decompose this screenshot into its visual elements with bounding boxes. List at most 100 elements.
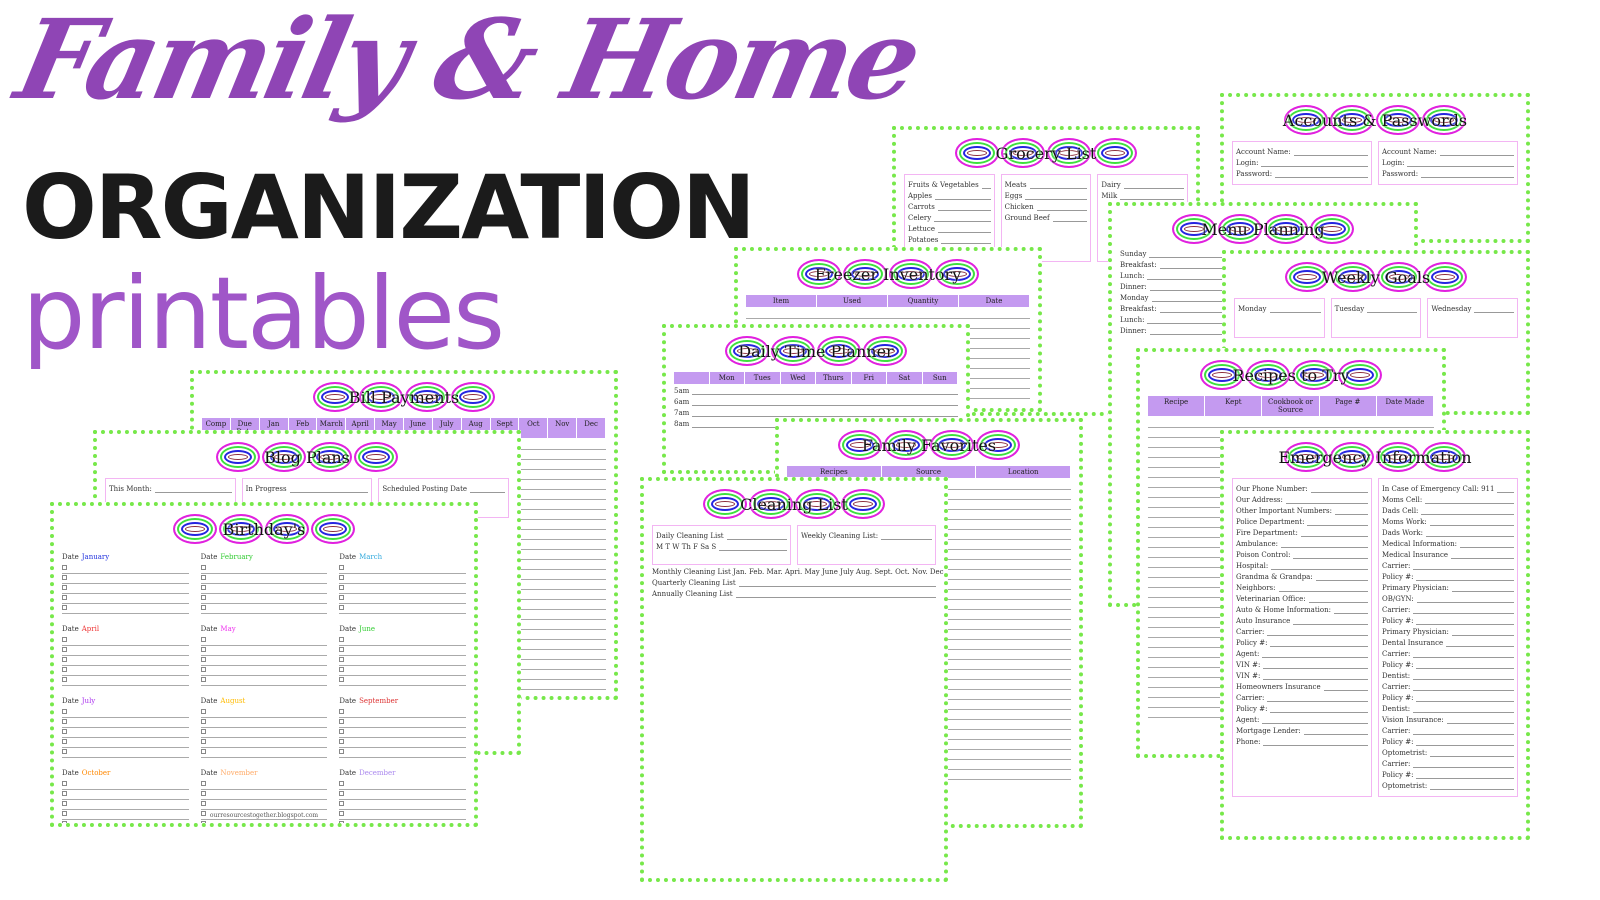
emergency-title: Emergency Information: [1278, 447, 1472, 467]
field-line: [1413, 650, 1514, 658]
field: Optometrist:: [1382, 749, 1514, 757]
checkbox-icon: [339, 575, 345, 580]
printable-title: Menu Planning: [1120, 212, 1406, 246]
checkbox-icon: [200, 637, 206, 642]
field: Policy #:: [1382, 694, 1514, 702]
birthdays-printable: Birthday's Date January Date February Date Mar…: [50, 502, 478, 827]
field: Fruits & Vegetables: [908, 181, 991, 189]
checkbox-icon: [200, 575, 206, 580]
field: Password:: [1236, 170, 1368, 178]
field-line: [1497, 485, 1514, 493]
field-label: Dads Cell:: [1382, 507, 1419, 515]
birthday-line: [62, 718, 189, 728]
column-header: Quantity: [888, 295, 959, 307]
field-label: Potatoes: [908, 236, 939, 244]
ring-icon: [313, 382, 357, 412]
column-header: Sept: [491, 418, 520, 438]
field-line: [1293, 617, 1368, 625]
column-header: Item: [746, 295, 817, 307]
field-label: This Month:: [109, 485, 152, 493]
field: M T W Th F Sa S: [656, 543, 787, 551]
field-line: [1315, 573, 1368, 581]
field-label: Policy #:: [1382, 771, 1414, 779]
field-line: [1429, 518, 1514, 526]
month-name: September: [359, 697, 399, 705]
field-line: [1269, 305, 1321, 313]
field-line: [1416, 595, 1514, 603]
field: Our Address:: [1236, 496, 1368, 504]
ring-icon: [843, 259, 887, 289]
field: This Month:: [109, 485, 232, 493]
field-line: [1413, 683, 1514, 691]
field-label: Our Phone Number:: [1236, 485, 1308, 493]
field-line: [1275, 170, 1368, 178]
ring-icon: [262, 442, 306, 472]
birthday-line: [339, 676, 466, 686]
field-label: OB/GYN:: [1382, 595, 1414, 603]
month-name: May: [220, 625, 236, 633]
title-rings-decoration: [313, 382, 495, 412]
field: Celery: [908, 214, 991, 222]
field: In Case of Emergency Call: 911: [1382, 485, 1514, 493]
checkbox-icon: [339, 729, 345, 734]
column-header: Page #: [1320, 396, 1377, 416]
birthday-line: [339, 636, 466, 646]
field-line: [1025, 192, 1088, 200]
field-line: [1367, 305, 1418, 313]
column-header: Location: [976, 466, 1072, 478]
field-label: 5am: [674, 387, 690, 395]
checkbox-icon: [200, 739, 206, 744]
ring-icon: [1218, 214, 1262, 244]
column-section: Account Name: Login: Password:: [1378, 141, 1518, 185]
date-label: Date: [200, 769, 218, 777]
checkbox-icon: [62, 677, 67, 682]
field-label: Medical Insurance: [1382, 551, 1449, 559]
cleaning-printable: Cleaning List Daily Cleaning List M T W Th…: [640, 477, 948, 882]
month-name: June: [359, 625, 376, 633]
field-line: [1262, 716, 1368, 724]
checkbox-icon: [339, 749, 345, 754]
field-label: Account Name:: [1382, 148, 1437, 156]
field: Carrier:: [1236, 694, 1368, 702]
column-header: Recipe: [1148, 396, 1206, 416]
field-label: Ambulance:: [1236, 540, 1279, 548]
field-label: Policy #:: [1382, 617, 1414, 625]
month-name: March: [359, 553, 383, 561]
month-block: Date June: [339, 622, 466, 686]
field-line: [1421, 507, 1514, 515]
column-header: Used: [817, 295, 888, 307]
checkbox-icon: [200, 709, 206, 714]
ring-icon: [863, 336, 907, 366]
birthday-line: [339, 780, 466, 790]
column-header: Aug: [462, 418, 491, 438]
field-label: 8am: [674, 420, 690, 428]
ring-icon: [841, 489, 885, 519]
field: Login:: [1382, 159, 1514, 167]
ring-icon: [1001, 138, 1045, 168]
birthday-line: [62, 656, 189, 666]
column-header: Date: [959, 295, 1030, 307]
field-label: Monthly Cleaning List Jan. Feb. Mar. Apr…: [652, 568, 946, 576]
birthday-line: [339, 708, 466, 718]
birthday-line: [62, 780, 189, 790]
field: Carrier:: [1236, 628, 1368, 636]
month-block: Date February: [200, 550, 328, 614]
birthday-line: [339, 594, 466, 604]
ring-icon: [955, 138, 999, 168]
field-line: [1421, 170, 1514, 178]
column-section: Weekly Cleaning List:: [797, 525, 936, 565]
checkbox-icon: [200, 565, 206, 570]
field: Chicken: [1005, 203, 1088, 211]
table-header: Item Used Quantity Date: [746, 295, 1030, 307]
date-label: Date: [339, 769, 357, 777]
field-line: [1123, 181, 1185, 189]
field-line: [1029, 181, 1088, 189]
field: Carrier:: [1382, 606, 1514, 614]
month-name: January: [81, 553, 110, 561]
field: Policy #:: [1382, 617, 1514, 625]
checkbox-icon: [339, 667, 345, 672]
field-line: [719, 543, 787, 551]
birthday-line: [339, 656, 466, 666]
birthday-line: [200, 800, 328, 810]
birthday-line: [62, 748, 189, 758]
